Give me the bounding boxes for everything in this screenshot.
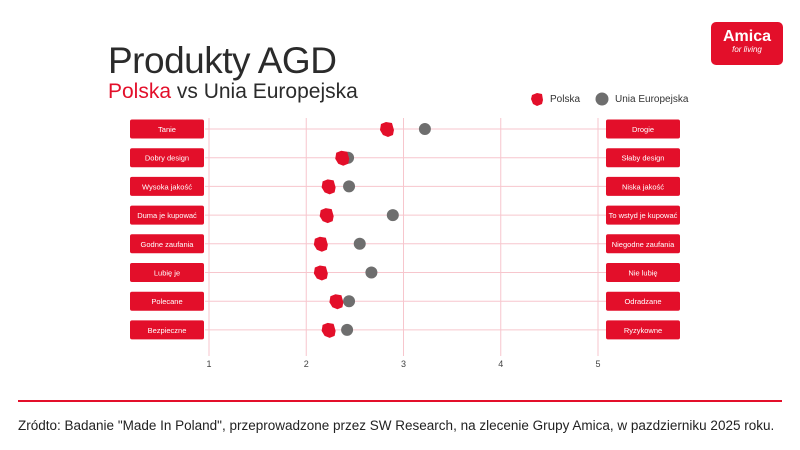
legend-polska: Polska <box>530 92 580 106</box>
eu-point <box>343 295 356 308</box>
right-label: Ryzykowne <box>624 326 662 335</box>
left-label-box <box>130 148 204 168</box>
legend-label: Polska <box>550 93 581 105</box>
x-tick-label: 5 <box>595 359 600 369</box>
right-label-box <box>606 263 680 282</box>
right-label-box <box>606 176 680 196</box>
x-tick-label: 1 <box>206 359 211 369</box>
right-label: Nie lubię <box>628 269 657 278</box>
eu-point <box>386 209 399 222</box>
polska-point <box>319 208 334 224</box>
polska-point <box>313 265 328 281</box>
left-label-box <box>130 263 204 282</box>
right-label-box <box>606 320 680 340</box>
source-note: Zródto: Badanie "Made In Poland", przepr… <box>18 418 775 433</box>
polska-point <box>313 236 328 252</box>
logo-tagline: for living <box>732 45 762 54</box>
left-label: Lubię je <box>154 269 180 278</box>
eu-point <box>343 180 356 193</box>
right-label: Odradzane <box>624 297 661 306</box>
right-label: Niegodne zaufania <box>612 240 675 249</box>
subtitle-rest: vs Unia Europejska <box>171 80 358 103</box>
x-tick-label: 4 <box>498 359 503 369</box>
eu-point <box>341 323 354 336</box>
eu-point <box>365 266 378 279</box>
polska-point <box>335 150 350 166</box>
left-label: Duma je kupować <box>137 211 197 220</box>
legend-label: Unia Europejska <box>615 93 689 105</box>
right-label-box <box>606 234 680 254</box>
amica-logo: Amica for living <box>711 22 783 65</box>
eu-point <box>353 237 366 250</box>
eu-point <box>418 123 431 135</box>
left-label-box <box>130 119 204 139</box>
page-subtitle: Polska vs Unia Europejska <box>108 80 358 104</box>
left-label-box <box>130 234 204 254</box>
left-label-box <box>130 291 204 311</box>
right-label: Słaby design <box>622 154 665 163</box>
x-tick-label: 2 <box>304 359 309 369</box>
right-label-box <box>606 148 680 168</box>
left-label: Tanie <box>158 125 176 134</box>
polska-point <box>329 294 344 310</box>
polska-point <box>321 322 336 338</box>
left-label: Dobry design <box>145 154 189 163</box>
right-label-box <box>606 119 680 139</box>
right-label: Drogie <box>632 125 654 134</box>
left-label: Polecane <box>151 297 182 306</box>
left-label-box <box>130 176 204 196</box>
left-label-box <box>130 320 204 340</box>
legend-eu: Unia Europejska <box>595 92 688 106</box>
right-label-box <box>606 291 680 311</box>
right-label-box <box>606 205 680 225</box>
page-title: Produkty AGD <box>108 40 337 81</box>
polska-point <box>379 122 394 137</box>
logo-brand: Amica <box>722 28 772 45</box>
right-label: To wstyd je kupować <box>609 211 678 220</box>
x-tick-label: 3 <box>401 359 406 369</box>
right-label: Niska jakość <box>622 182 664 191</box>
poland-shape-icon <box>531 93 543 106</box>
circle-icon <box>595 92 609 106</box>
chart: 1 2 3 4 5 Tanie Drogie Dobry design Słaby design… <box>130 118 680 369</box>
left-label-box <box>130 205 204 225</box>
subtitle-highlight: Polska <box>108 80 172 103</box>
divider <box>18 400 782 402</box>
left-label: Wysoka jakość <box>142 182 192 191</box>
left-label: Godne zaufania <box>141 240 195 249</box>
left-label: Bezpieczne <box>148 326 187 335</box>
polska-point <box>321 179 336 195</box>
